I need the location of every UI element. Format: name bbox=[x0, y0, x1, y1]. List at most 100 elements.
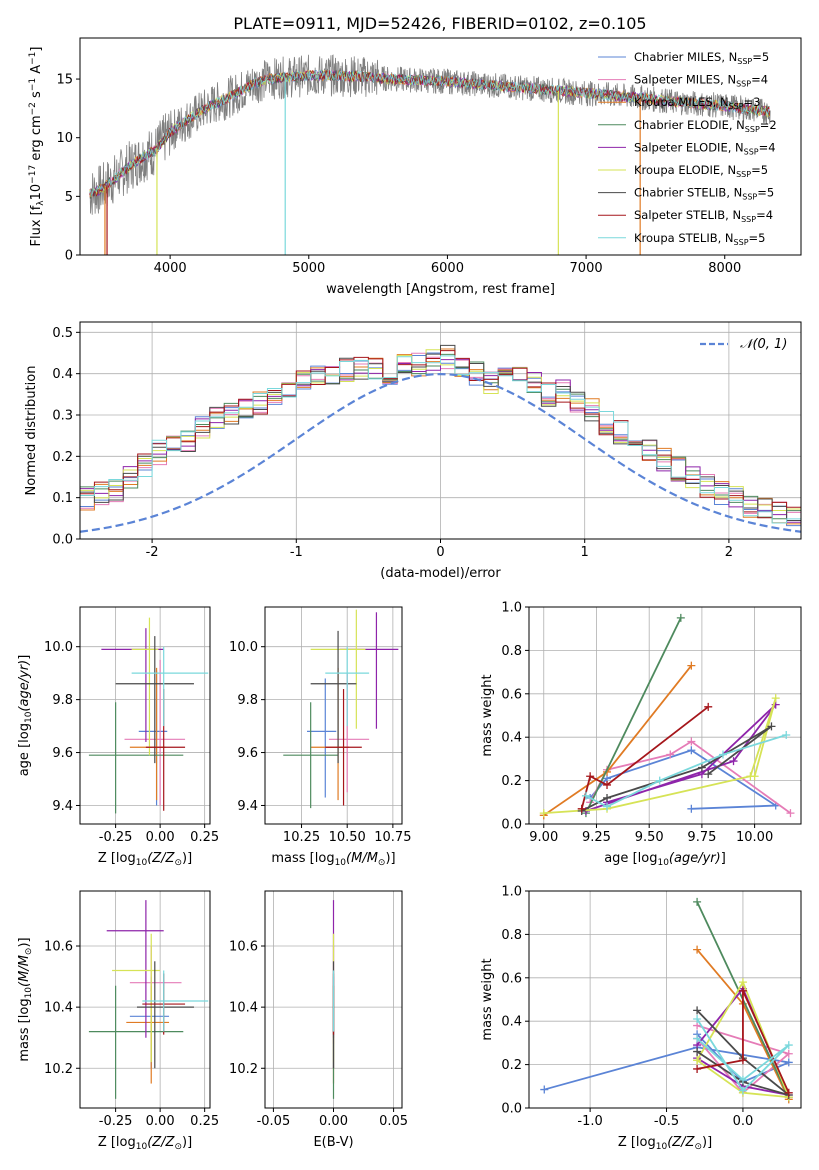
weight-point-marker bbox=[771, 694, 780, 703]
x-tick-label: 10.50 bbox=[329, 830, 366, 845]
model-spectrum bbox=[89, 69, 771, 197]
weight-series-line bbox=[696, 990, 790, 1094]
y-tick-label: 0.0 bbox=[501, 1102, 522, 1117]
weight-point-marker bbox=[581, 791, 590, 800]
spectrum-legend: Chabrier MILES, NSSP=5 Salpeter MILES, NS… bbox=[598, 50, 777, 247]
weight-point-marker bbox=[784, 1041, 793, 1050]
weight-point-marker bbox=[718, 750, 727, 759]
x-tick-label: 0.25 bbox=[190, 1114, 219, 1129]
model-spectrum bbox=[89, 69, 771, 197]
y-tick-label: 0 bbox=[65, 249, 73, 264]
age-vs-mass-frame bbox=[264, 606, 403, 825]
y-tick-label: 0.0 bbox=[52, 533, 73, 548]
x-tick-label: 7000 bbox=[570, 261, 603, 276]
y-tick-label: 10.4 bbox=[44, 1001, 73, 1016]
y-tick-label: 0.4 bbox=[52, 367, 73, 382]
x-tick-label: -0.05 bbox=[257, 1114, 291, 1129]
weight-series-line bbox=[580, 706, 709, 810]
x-tick-label: 8000 bbox=[708, 261, 741, 276]
model-spectrum bbox=[89, 70, 770, 199]
y-tick-label: 9.4 bbox=[237, 799, 258, 814]
weight-point-marker bbox=[704, 770, 713, 779]
x-tick-label: 4000 bbox=[154, 261, 187, 276]
age-vs-Z-ylabel: age [log10(age/yr)] bbox=[17, 655, 34, 777]
weight-point-marker bbox=[738, 986, 747, 995]
weight-point-marker bbox=[540, 1085, 549, 1094]
y-tick-label: 1.0 bbox=[501, 885, 522, 900]
weight-point-marker bbox=[750, 772, 759, 781]
y-tick-label: 15 bbox=[56, 73, 73, 88]
weight-point-marker bbox=[784, 1088, 793, 1097]
x-tick-label: -1 bbox=[290, 545, 303, 560]
x-tick-label: 0.25 bbox=[190, 830, 219, 845]
spectrum-lines bbox=[89, 54, 771, 255]
model-spectrum bbox=[89, 70, 770, 198]
weight-point-marker bbox=[738, 978, 747, 987]
weight-point-marker bbox=[693, 1006, 702, 1015]
x-tick-label: -0.5 bbox=[654, 1114, 679, 1129]
x-tick-label: 0.05 bbox=[379, 1114, 408, 1129]
mass-vs-Z-ylabel: mass [log10(M/M⊙)] bbox=[17, 937, 34, 1061]
mass-vs-Z-points bbox=[88, 900, 209, 1099]
weight-vs-Z-series bbox=[540, 897, 793, 1104]
weight-series-line bbox=[543, 665, 693, 817]
y-tick-label: 0.5 bbox=[52, 326, 73, 341]
weight-point-marker bbox=[693, 1056, 702, 1065]
x-tick-label: -1.0 bbox=[577, 1114, 602, 1129]
x-tick-label: -0.25 bbox=[99, 1114, 133, 1129]
x-tick-label: 10.00 bbox=[736, 830, 773, 845]
weight-point-marker bbox=[693, 1064, 702, 1073]
x-tick-label: 5000 bbox=[292, 261, 325, 276]
x-tick-label: 1 bbox=[581, 545, 589, 560]
age-vs-mass-axes: 10.25 10.50 10.75 9.4 9.6 9.8 10.0 bbox=[229, 607, 411, 845]
y-tick-label: 0.6 bbox=[501, 971, 522, 986]
weight-point-marker bbox=[693, 1015, 702, 1024]
weight-point-marker bbox=[693, 1047, 702, 1056]
y-tick-label: 10.2 bbox=[44, 1062, 73, 1077]
x-tick-label: 0.00 bbox=[146, 830, 175, 845]
weight-vs-Z-frame bbox=[528, 890, 802, 1109]
age-vs-Z-axes: -0.25 0.00 0.25 9.4 9.6 9.8 10.0 bbox=[44, 607, 219, 845]
histogram-series bbox=[80, 352, 801, 514]
weight-vs-Z-xlabel: Z [log10(Z/Z⊙)] bbox=[618, 1135, 712, 1152]
weight-point-marker bbox=[603, 780, 612, 789]
legend-label: Kroupa MILES, NSSP=3 bbox=[634, 95, 760, 111]
legend-label: Chabrier MILES, NSSP=5 bbox=[634, 50, 769, 66]
y-tick-label: 10.4 bbox=[229, 1001, 258, 1016]
weight-point-marker bbox=[666, 750, 675, 759]
legend-label: Kroupa ELODIE, NSSP=5 bbox=[634, 163, 768, 179]
y-tick-label: 9.6 bbox=[237, 746, 258, 761]
spectrum-frame bbox=[79, 37, 802, 256]
y-tick-label: 10 bbox=[56, 131, 73, 146]
spectrum-xlabel: wavelength [Angstrom, rest frame] bbox=[326, 282, 555, 297]
mass-vs-Z-frame bbox=[79, 890, 211, 1109]
weight-vs-age-series bbox=[539, 613, 795, 820]
x-tick-label: 9.25 bbox=[582, 830, 611, 845]
legend-label: Salpeter STELIB, NSSP=4 bbox=[634, 208, 773, 224]
weight-vs-age-xlabel: age [log10(age/yr)] bbox=[604, 851, 726, 868]
x-tick-label: 0 bbox=[436, 545, 444, 560]
age-vs-Z-frame bbox=[79, 606, 211, 825]
weight-point-marker bbox=[687, 737, 696, 746]
x-tick-label: 6000 bbox=[431, 261, 464, 276]
legend-label: Chabrier ELODIE, NSSP=2 bbox=[634, 118, 777, 134]
weight-point-marker bbox=[786, 809, 795, 818]
gaussian-reference-curve bbox=[80, 373, 801, 533]
x-tick-label: 9.00 bbox=[529, 830, 558, 845]
y-tick-label: 10.0 bbox=[44, 640, 73, 655]
residuals-xlabel: (data-model)/error bbox=[380, 566, 501, 581]
model-spectrum bbox=[89, 70, 770, 197]
weight-point-marker bbox=[767, 722, 776, 731]
model-spectrum bbox=[89, 69, 771, 199]
x-tick-label: -0.25 bbox=[99, 830, 133, 845]
x-tick-label: -2 bbox=[146, 545, 159, 560]
x-tick-label: 9.50 bbox=[635, 830, 664, 845]
residual-histograms bbox=[80, 344, 801, 533]
legend-label: Salpeter MILES, NSSP=4 bbox=[634, 73, 768, 89]
histogram-series bbox=[80, 353, 801, 520]
x-tick-label: 9.75 bbox=[687, 830, 716, 845]
weight-point-marker bbox=[738, 1056, 747, 1065]
mass-vs-Z-axes: -0.25 0.00 0.25 10.2 10.4 10.6 bbox=[44, 891, 219, 1129]
weight-point-marker bbox=[693, 945, 702, 954]
weight-point-marker bbox=[693, 897, 702, 906]
